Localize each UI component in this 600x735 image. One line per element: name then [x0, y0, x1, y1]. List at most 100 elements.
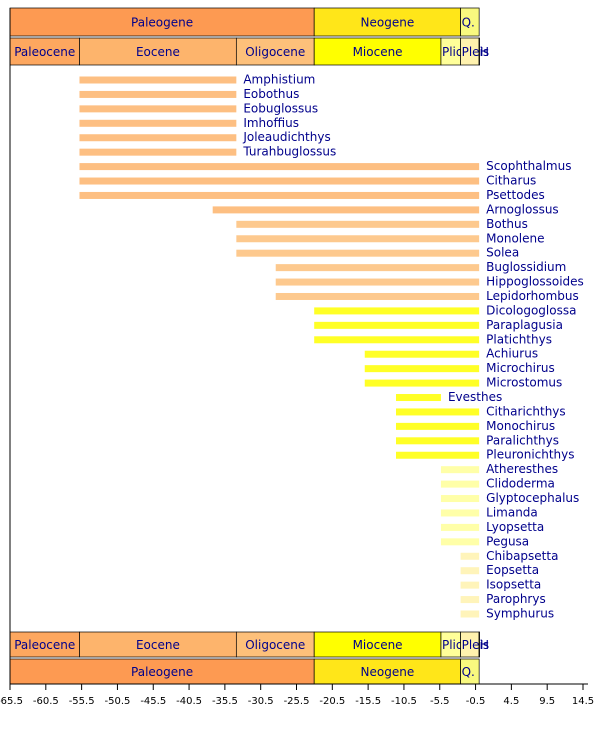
x-tick-label: -65.5: [0, 696, 23, 707]
x-tick-label: 14.5: [572, 696, 594, 707]
taxon-bar: [79, 90, 237, 98]
period-label: Neogene: [361, 16, 415, 30]
taxon-label: Paraplagusia: [486, 318, 563, 332]
taxon-label: Paralichthys: [486, 433, 559, 447]
taxon-label: Limanda: [486, 505, 538, 519]
x-tick-label: -20.5: [319, 696, 345, 707]
taxon-label: Chibapsetta: [486, 549, 558, 563]
taxon-bar: [440, 523, 480, 531]
taxon-bar: [364, 379, 480, 387]
taxon-label: Evesthes: [448, 390, 502, 404]
taxon-label: Scophthalmus: [486, 159, 571, 173]
x-tick-label: -0.5: [466, 696, 486, 707]
period-label: Q.: [462, 16, 475, 30]
taxon-label: Turahbuglossus: [242, 145, 336, 159]
taxon-bar: [79, 163, 480, 171]
taxon-label: Platichthys: [486, 332, 552, 346]
taxon-bar: [396, 451, 480, 459]
taxon-label: Clidoderma: [486, 477, 555, 491]
epoch-label: Paleocene: [14, 638, 75, 652]
taxon-bar: [396, 437, 480, 445]
epoch: [79, 631, 237, 658]
epoch-label: Eocene: [136, 638, 180, 652]
taxon-bar: [275, 264, 480, 272]
taxon-bar: [79, 134, 237, 142]
taxon-bar: [396, 394, 441, 402]
taxon-bar: [79, 105, 237, 113]
taxon-bar: [79, 76, 237, 84]
epoch: [9, 631, 80, 658]
taxon-label: Solea: [486, 246, 519, 260]
epoch-label: Pleist.: [462, 45, 498, 59]
taxon-label: Citharus: [486, 174, 536, 188]
period: [9, 7, 315, 37]
epoch-label: Eocene: [136, 45, 180, 59]
epoch: [313, 631, 442, 658]
taxon-label: Joleaudichthys: [242, 130, 330, 144]
x-tick-label: -10.5: [391, 696, 417, 707]
epoch-label: H.: [480, 45, 493, 59]
taxon-label: Parophrys: [486, 592, 546, 606]
taxon-bar: [364, 365, 480, 373]
taxon-bar: [440, 538, 480, 546]
taxon-bar: [460, 596, 480, 604]
period-label: Q.: [462, 665, 475, 679]
epoch-label: H.: [480, 638, 493, 652]
taxon-label: Monolene: [486, 231, 544, 245]
taxon-bar: [396, 422, 480, 430]
epoch-label: Pleist.: [462, 638, 498, 652]
period: [313, 7, 461, 37]
taxon-label: Amphistium: [243, 73, 315, 87]
epoch-label: Oligocene: [245, 638, 305, 652]
taxon-bar: [212, 206, 480, 214]
x-tick-label: -60.5: [33, 696, 59, 707]
taxon-bar: [440, 509, 480, 517]
x-tick-label: -30.5: [248, 696, 274, 707]
epoch-label: Oligocene: [245, 45, 305, 59]
taxon-label: Pegusa: [486, 534, 529, 548]
epoch: [9, 37, 80, 66]
epoch: [478, 631, 480, 658]
taxon-label: Lyopsetta: [486, 520, 544, 534]
x-tick-label: -5.5: [430, 696, 450, 707]
epoch: [478, 37, 480, 66]
taxon-label: Eobothus: [243, 87, 299, 101]
taxon-label: Eobuglossus: [243, 101, 318, 115]
taxon-label: Achiurus: [486, 347, 538, 361]
ticks: -65.5 -60.5 -55.5 -50.5 -45.5 -40.5 -35.5 -30.5…: [0, 684, 594, 707]
x-tick-label: -45.5: [140, 696, 166, 707]
x-tick-label: -25.5: [284, 696, 310, 707]
period: [460, 7, 480, 37]
epoch: [313, 37, 442, 66]
taxon-label: Isopsetta: [486, 578, 541, 592]
taxon-bar: [460, 581, 480, 589]
x-tick-label: 9.5: [539, 696, 555, 707]
x-tick-label: -55.5: [69, 696, 95, 707]
taxon-label: Microchirus: [486, 361, 555, 375]
taxon-bar: [460, 567, 480, 575]
period-label: Paleogene: [131, 665, 193, 679]
taxon-label: Symphurus: [486, 607, 554, 621]
x-tick-label: -50.5: [105, 696, 131, 707]
taxon-bar: [236, 249, 480, 257]
taxon-bar: [364, 350, 480, 358]
taxon-bar: [314, 307, 480, 315]
taxon-label: Lepidorhombus: [486, 289, 579, 303]
taxon-bar: [79, 148, 237, 156]
taxon-bar: [275, 292, 480, 300]
taxon-bar: [440, 480, 480, 488]
taxon-bar: [314, 321, 480, 329]
taxon-label: Dicologoglossa: [486, 303, 576, 317]
taxon-label: Imhoffius: [243, 116, 299, 130]
taxon-label: Psettodes: [486, 188, 545, 202]
taxon-label: Arnoglossus: [486, 202, 559, 216]
taxon-label: Pleuronichthys: [486, 448, 574, 462]
x-tick-label: 4.5: [503, 696, 519, 707]
x-tick-label: -15.5: [355, 696, 381, 707]
taxon-bar: [460, 552, 480, 560]
epoch: [79, 37, 237, 66]
period-label: Paleogene: [131, 16, 193, 30]
taxon-label: Glyptocephalus: [486, 491, 579, 505]
taxon-bar: [314, 336, 480, 344]
